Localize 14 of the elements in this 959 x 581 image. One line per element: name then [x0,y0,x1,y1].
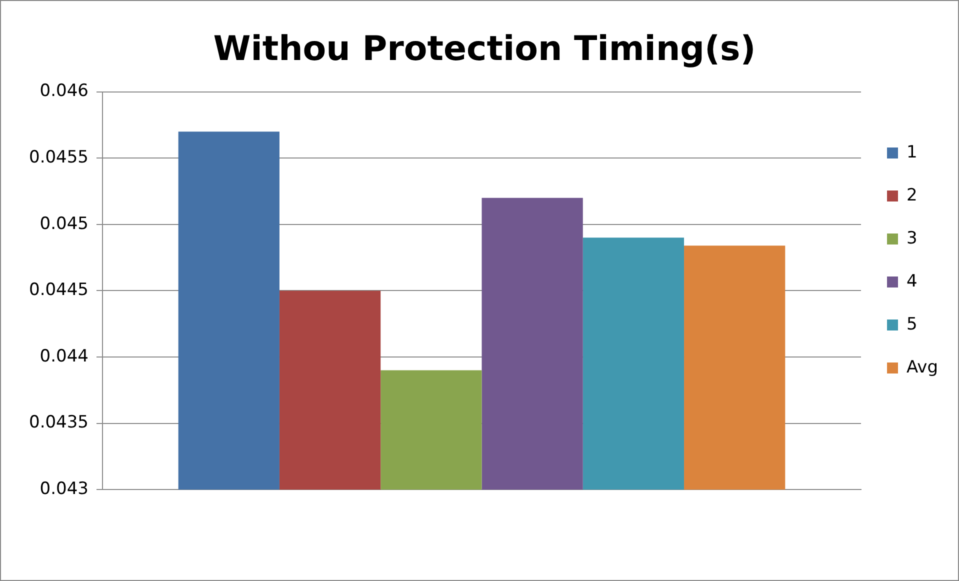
y-tick-label: 0.043 [40,479,88,500]
chart-title: Withou Protection Timing(s) [213,29,756,70]
legend-label: 1 [906,142,918,162]
y-tick-label: 0.0445 [29,280,88,300]
legend-label: 4 [906,271,918,292]
legend-label: 3 [906,228,918,248]
y-tick-label: 0.0435 [29,412,88,433]
legend-label: 2 [906,185,918,206]
y-tick-label: 0.044 [40,346,88,366]
y-tick-label: 0.0455 [29,148,88,168]
y-tick-label: 0.046 [40,81,88,102]
legend-label: Avg [906,357,938,378]
legend-label: 5 [906,314,918,334]
y-tick-label: 0.045 [40,214,88,234]
